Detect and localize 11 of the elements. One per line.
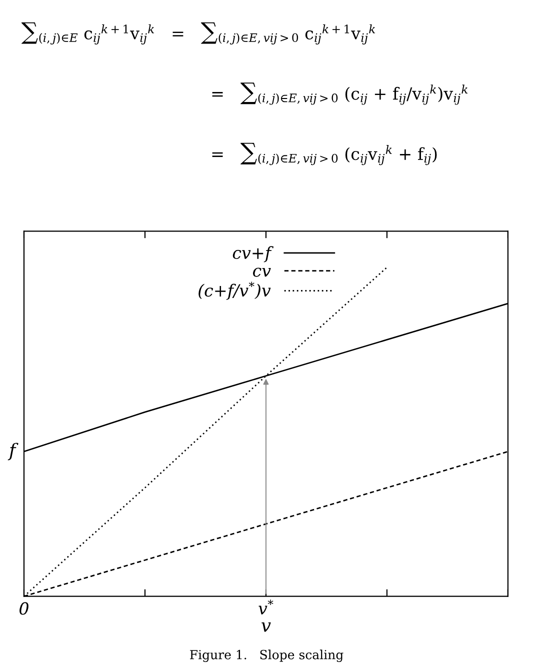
caption: Figure 1. Slope scaling (190, 650, 344, 662)
text: = ∑$_{(i,j)∈E,vij>0}$ (c$_{ij}$ + f$_{ij}$/v$_{ij}$$^{k}$)v$_{ij}$$^{k}$ (212, 82, 468, 105)
x-tick-label: v$^{*}$ (258, 600, 274, 614)
x-tick-label: 0 (20, 602, 28, 615)
annotation: f (8, 442, 18, 460)
legend-label: cv (253, 268, 271, 277)
legend-label: (c+f/v$^{*}$)v (198, 282, 271, 300)
text: ∑$_{(i,j)∈E}$ c$_{ij}$$^{k+1}$v$_{ij}$$^{k}$ = ∑$_{(i,j)∈E,vij>0}$ c$_{ij}$$^{k+1}$v$_{ij}$$^{k}$ (22, 22, 376, 44)
legend-label: cv+f (232, 246, 274, 262)
text: = ∑$_{(i,j)∈E,vij>0}$ (c$_{ij}$v$_{ij}$$^{k}$ + f$_{ij}$) (212, 142, 437, 166)
x-axis-title: v (262, 622, 271, 632)
